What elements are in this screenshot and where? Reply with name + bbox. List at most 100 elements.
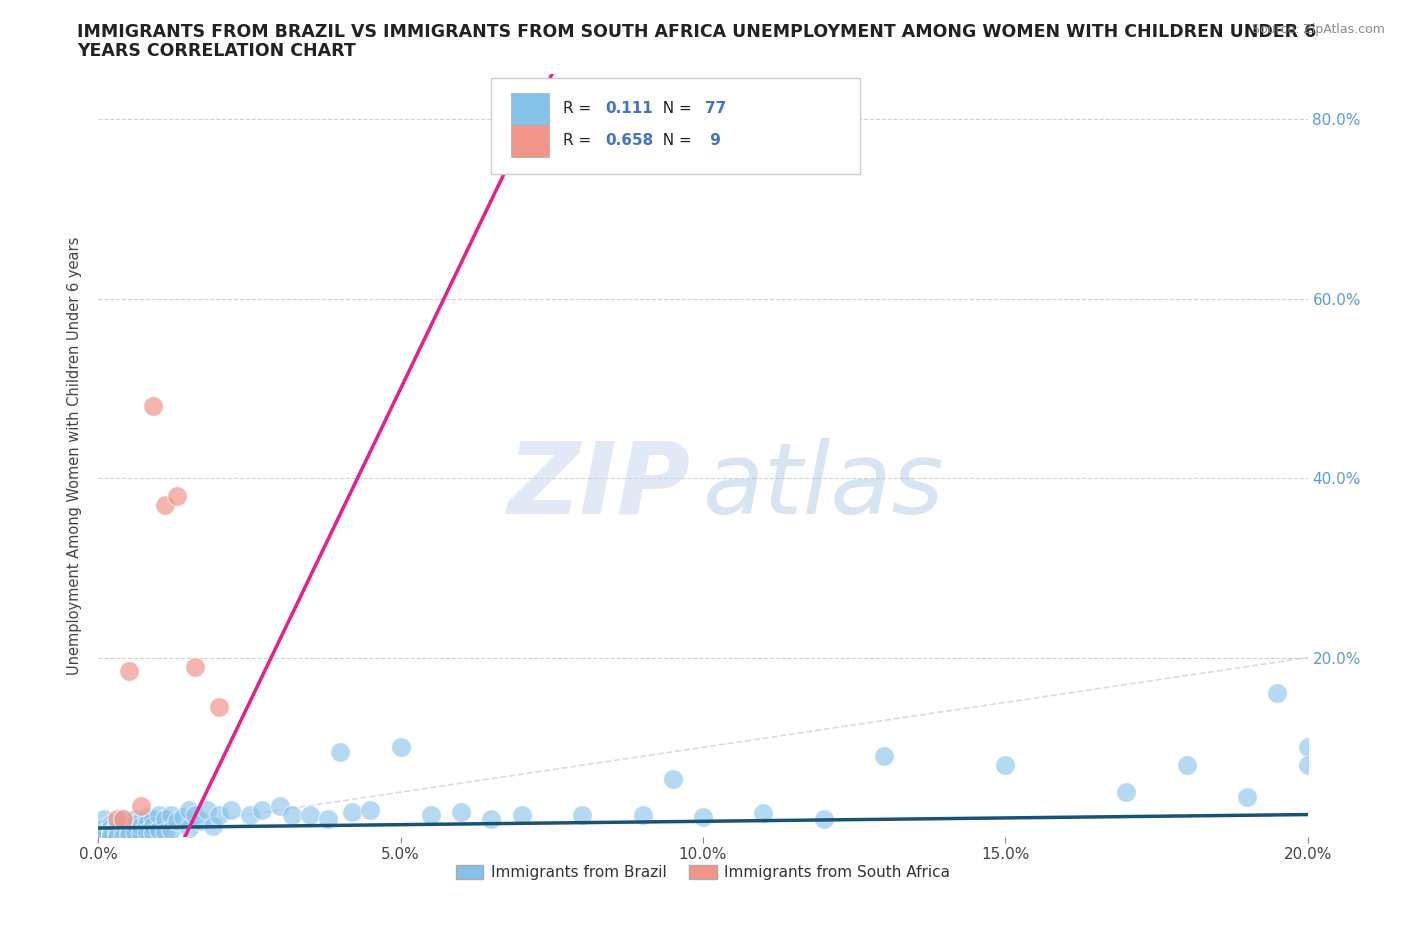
Text: 9: 9: [706, 133, 721, 148]
FancyBboxPatch shape: [510, 125, 550, 157]
Point: [124, 825, 146, 840]
Point: [510, 807, 533, 822]
Point: [148, 807, 170, 822]
Point: [105, 830, 128, 844]
FancyBboxPatch shape: [510, 93, 550, 125]
Text: ZIP: ZIP: [508, 438, 690, 535]
Point: [100, 825, 122, 840]
Text: N =: N =: [654, 133, 697, 148]
Point: [281, 807, 304, 822]
Point: [450, 804, 472, 819]
Text: atlas: atlas: [703, 438, 945, 535]
Point: [631, 807, 654, 822]
Point: [195, 803, 218, 817]
Point: [190, 814, 212, 829]
Point: [129, 818, 152, 833]
Point: [105, 817, 128, 831]
Point: [250, 803, 273, 817]
Point: [153, 824, 176, 839]
Y-axis label: Unemployment Among Women with Children Under 6 years: Unemployment Among Women with Children U…: [67, 236, 83, 675]
Point: [692, 810, 714, 825]
Point: [481, 812, 503, 827]
Point: [160, 822, 183, 837]
Point: [389, 740, 412, 755]
Point: [105, 812, 128, 827]
Point: [124, 817, 146, 831]
Point: [111, 812, 134, 827]
Point: [118, 828, 141, 843]
Point: [118, 824, 141, 839]
Point: [184, 807, 207, 822]
Point: [93, 830, 115, 844]
Point: [100, 820, 122, 835]
Point: [118, 664, 141, 679]
Point: [135, 824, 157, 839]
Point: [166, 488, 188, 503]
Text: IMMIGRANTS FROM BRAZIL VS IMMIGRANTS FROM SOUTH AFRICA UNEMPLOYMENT AMONG WOMEN : IMMIGRANTS FROM BRAZIL VS IMMIGRANTS FRO…: [77, 23, 1316, 41]
Point: [1267, 686, 1289, 701]
Point: [1115, 785, 1137, 800]
Point: [239, 807, 262, 822]
Point: [179, 820, 201, 835]
Point: [148, 822, 170, 837]
Point: [142, 399, 165, 414]
Point: [172, 810, 194, 825]
Point: [100, 828, 122, 843]
Point: [202, 818, 225, 833]
Point: [135, 810, 157, 825]
Point: [129, 798, 152, 813]
Point: [153, 812, 176, 827]
Text: R =: R =: [562, 101, 596, 116]
Point: [571, 807, 593, 822]
Point: [118, 818, 141, 833]
Point: [111, 830, 134, 844]
Point: [100, 830, 122, 844]
FancyBboxPatch shape: [492, 78, 860, 174]
Point: [129, 814, 152, 829]
Point: [142, 826, 165, 841]
Point: [316, 812, 339, 827]
Point: [135, 817, 157, 831]
Text: YEARS CORRELATION CHART: YEARS CORRELATION CHART: [77, 42, 356, 60]
Point: [93, 825, 115, 840]
Point: [111, 812, 134, 827]
Point: [124, 812, 146, 827]
Point: [160, 807, 183, 822]
Text: 0.111: 0.111: [605, 101, 652, 116]
Point: [105, 825, 128, 840]
Text: N =: N =: [654, 101, 697, 116]
Point: [166, 814, 188, 829]
Point: [1296, 740, 1319, 755]
Point: [111, 822, 134, 837]
Point: [118, 814, 141, 829]
Point: [269, 798, 291, 813]
Point: [873, 749, 896, 764]
Point: [420, 807, 443, 822]
Point: [100, 817, 122, 831]
Legend: Immigrants from Brazil, Immigrants from South Africa: Immigrants from Brazil, Immigrants from …: [450, 859, 956, 886]
Point: [1296, 758, 1319, 773]
Text: 77: 77: [706, 101, 727, 116]
Point: [1236, 790, 1258, 804]
Point: [329, 744, 352, 759]
Point: [93, 812, 115, 827]
Point: [208, 699, 231, 714]
Point: [153, 498, 176, 512]
Point: [208, 807, 231, 822]
Point: [994, 758, 1017, 773]
Point: [221, 803, 243, 817]
Point: [752, 805, 775, 820]
Text: R =: R =: [562, 133, 596, 148]
Point: [1175, 758, 1198, 773]
Point: [661, 771, 683, 786]
Point: [179, 803, 201, 817]
Point: [360, 803, 382, 817]
Point: [142, 818, 165, 833]
Point: [342, 804, 364, 819]
Point: [105, 820, 128, 835]
Point: [129, 826, 152, 841]
Point: [93, 820, 115, 835]
Point: [184, 659, 207, 674]
Point: [299, 807, 322, 822]
Text: 0.658: 0.658: [605, 133, 654, 148]
